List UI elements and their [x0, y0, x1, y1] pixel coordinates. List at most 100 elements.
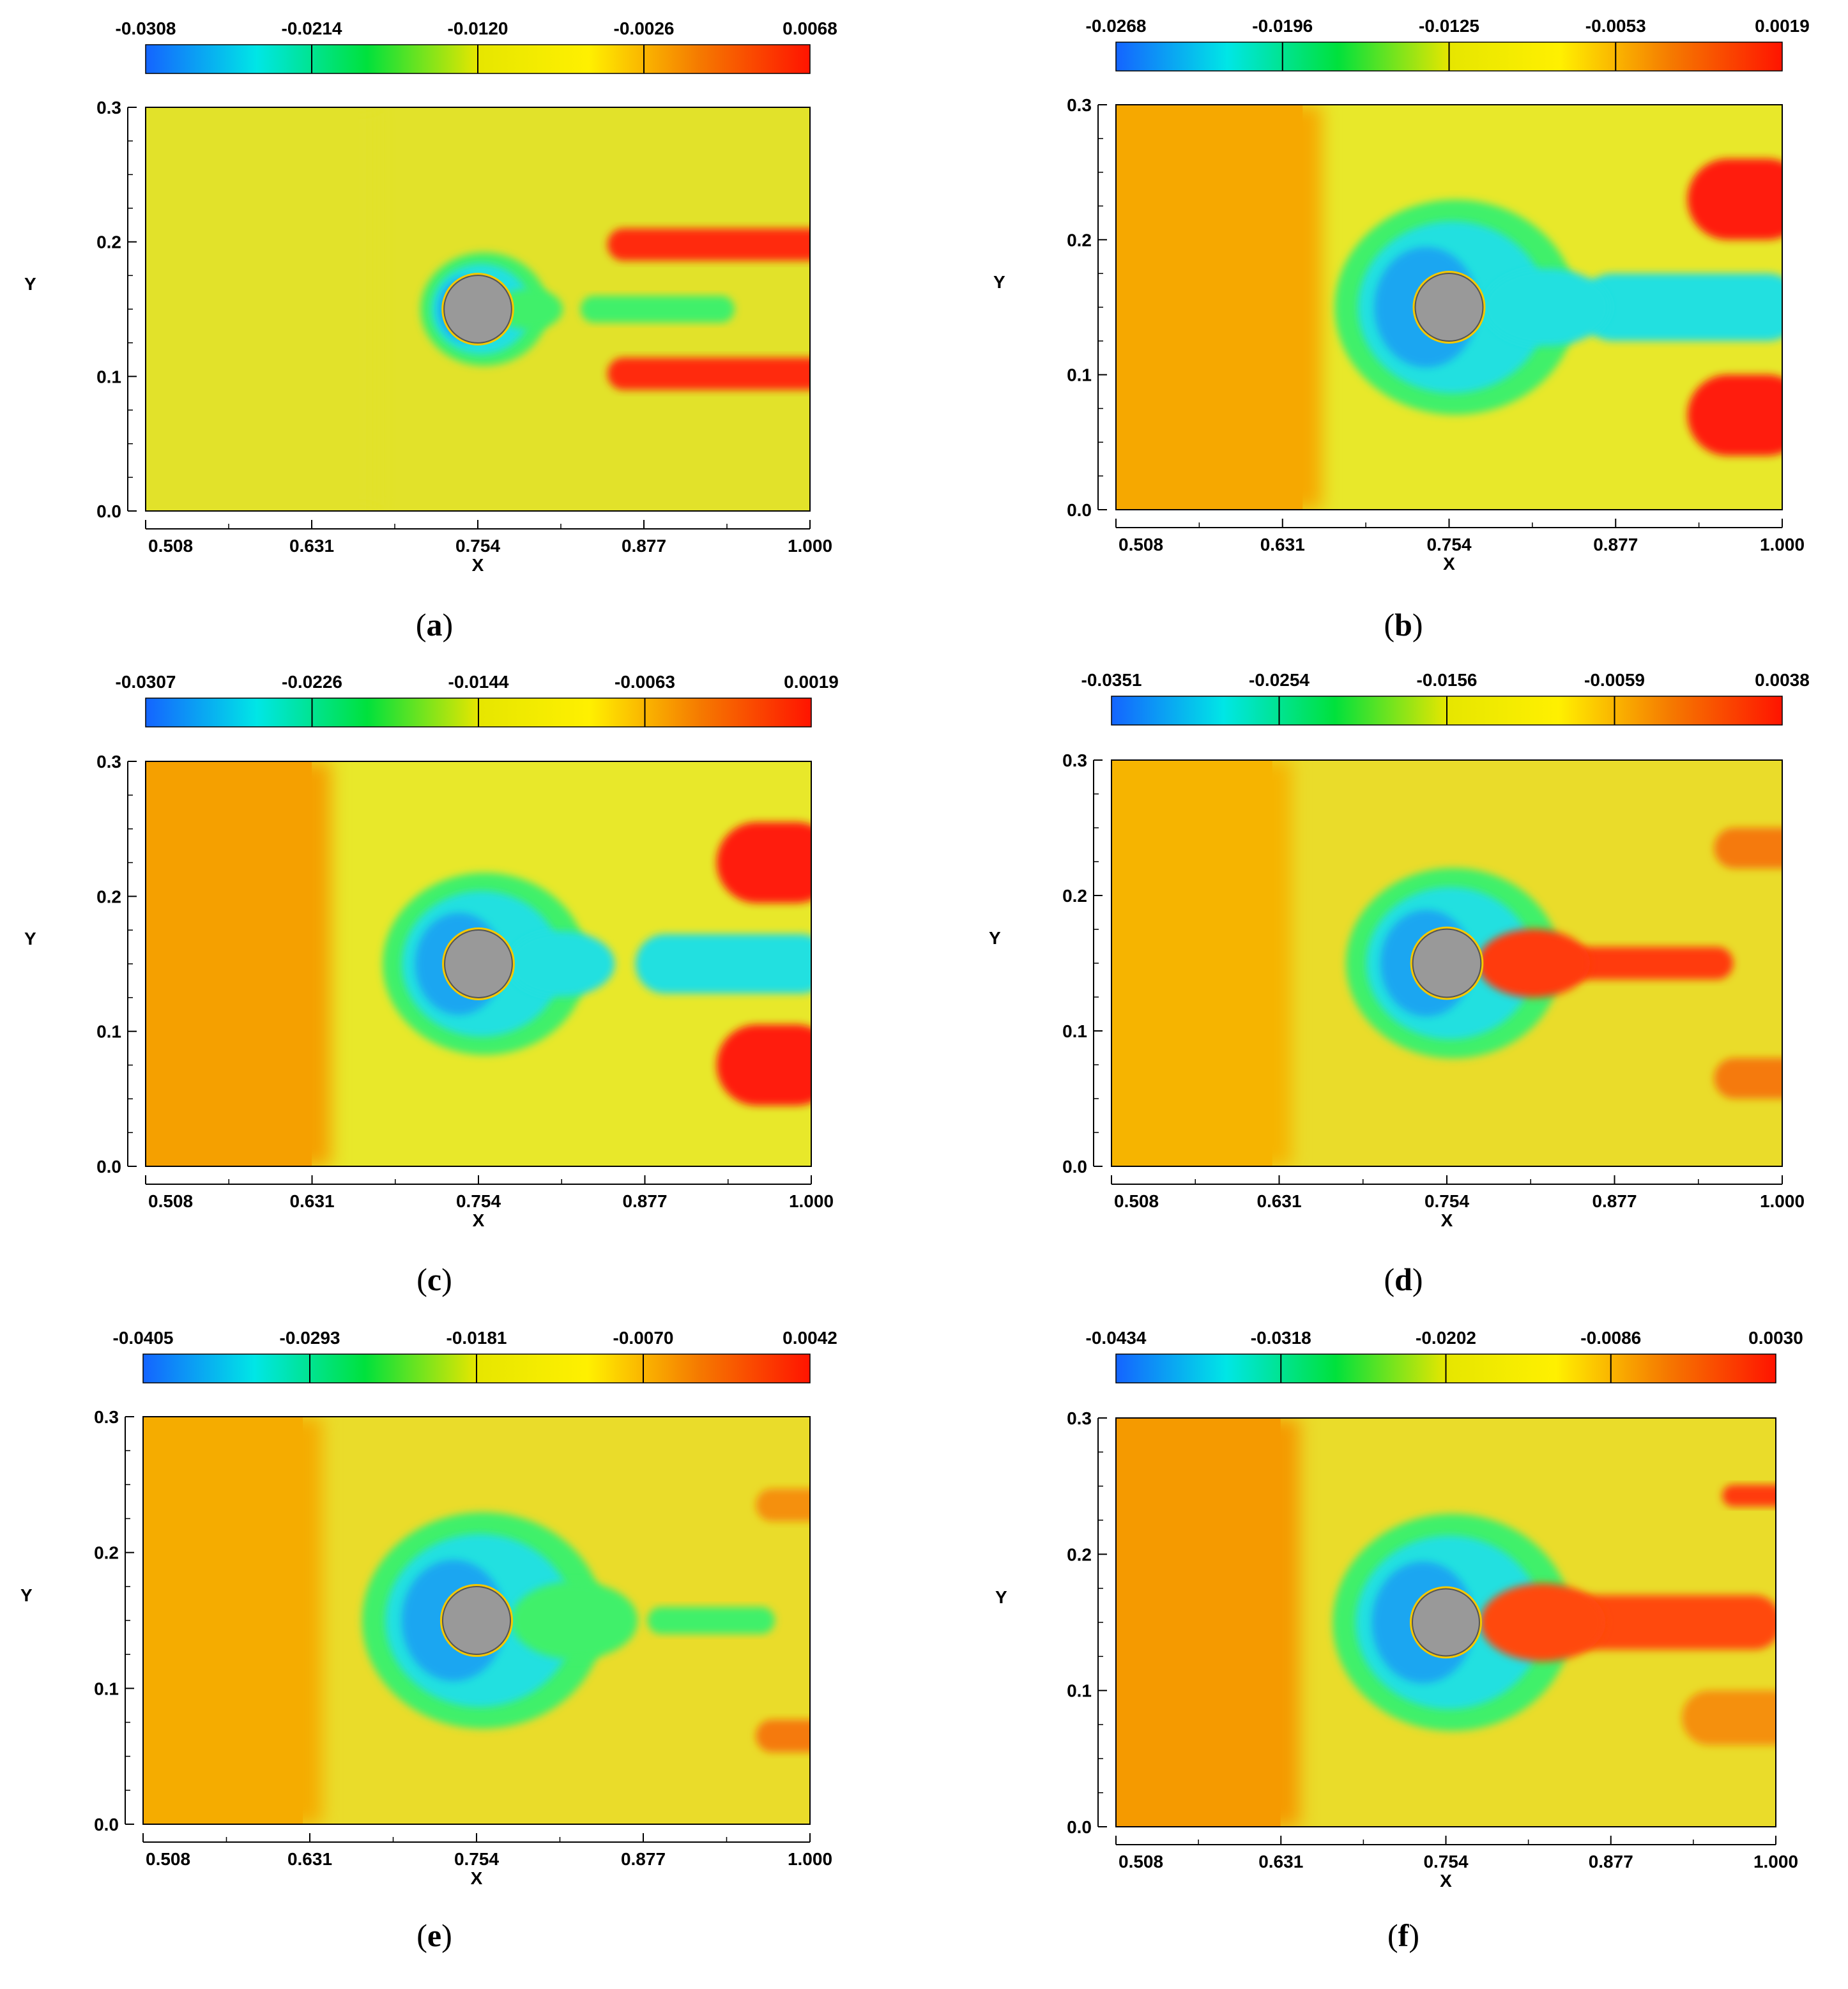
y-tick-label: 0.3	[96, 98, 121, 118]
x-tick-label: 1.000	[789, 1191, 834, 1211]
colorbar-tick-label: -0.0226	[282, 672, 342, 692]
y-tick-label: 0.1	[94, 1679, 119, 1698]
wake-jet-1	[1687, 158, 1782, 240]
crescent-gap	[507, 931, 615, 997]
y-tick-label: 0.1	[1067, 1681, 1092, 1701]
x-tick-label: 0.631	[1256, 1191, 1301, 1211]
crescent-gap	[496, 289, 563, 330]
y-axis-label: Y	[24, 929, 36, 949]
x-tick-label: 1.000	[788, 536, 832, 556]
panel-caption: (a)	[416, 607, 453, 643]
y-axis-label: Y	[24, 274, 36, 294]
panel-b: 0.0 0.1 0.2 0.3 Y 0.508 0.631 0.754 0.877 1.000 X -…	[993, 16, 1810, 643]
x-tick-label: 0.631	[1258, 1852, 1303, 1871]
x-tick-label: 0.508	[1119, 1852, 1163, 1871]
colorbar-tick-label: -0.0144	[448, 672, 509, 692]
wake-core	[580, 295, 735, 323]
x-tick-label: 0.631	[287, 1849, 332, 1869]
field-upstream-core	[1111, 760, 1272, 1166]
x-axis-label: X	[473, 1210, 485, 1230]
field-upstream-core	[1116, 105, 1303, 510]
y-tick-label: 0.0	[1062, 1157, 1087, 1177]
crescent-gap	[511, 1581, 638, 1660]
x-tick-label: 0.754	[1423, 1852, 1468, 1871]
colorbar-tick-label: -0.0268	[1086, 16, 1147, 36]
panel-caption: (e)	[416, 1917, 452, 1953]
colorbar-tick-label: -0.0120	[448, 19, 508, 38]
x-axis-label: X	[1441, 1210, 1453, 1230]
colorbar-tick-label: -0.0086	[1580, 1328, 1641, 1348]
colorbar-tick-label: -0.0405	[113, 1328, 174, 1348]
y-tick-label: 0.1	[96, 367, 121, 386]
y-tick-label: 0.1	[1062, 1021, 1087, 1041]
plot-frame	[1115, 104, 1783, 510]
plot-frame	[1111, 759, 1783, 1167]
contour-field	[143, 1417, 810, 1824]
y-tick-label: 0.1	[1067, 365, 1092, 385]
x-tick-label: 0.508	[148, 1191, 193, 1211]
wake-core	[1579, 273, 1782, 341]
wake-jet-2	[607, 357, 810, 390]
colorbar-tick-label: -0.0026	[614, 19, 675, 38]
y-axis-label: Y	[995, 1587, 1007, 1607]
wake-core	[647, 1606, 775, 1635]
y-tick-label: 0.2	[96, 887, 121, 906]
cylinder	[1412, 928, 1482, 998]
y-tick-label: 0.0	[96, 1157, 121, 1177]
y-tick-label: 0.3	[1062, 751, 1087, 770]
wake-jet-2	[716, 1025, 811, 1106]
panel-f: 0.0 0.1 0.2 0.3 Y 0.508 0.631 0.754 0.877 1.000 X -…	[995, 1328, 1803, 1953]
colorbar-tick-label: -0.0196	[1252, 16, 1313, 36]
crescent-gap	[1478, 929, 1591, 998]
crescent-gap	[1483, 268, 1610, 346]
y-axis-label: Y	[20, 1585, 33, 1605]
wake-jet-1	[607, 228, 810, 261]
x-tick-label: 1.000	[1760, 535, 1805, 554]
plot-frame	[142, 1416, 811, 1825]
y-tick-label: 0.1	[96, 1022, 121, 1042]
wake-jet-1	[1722, 1484, 1776, 1507]
x-axis-label: X	[472, 555, 484, 575]
field-upstream-core	[146, 107, 359, 511]
colorbar-tick-label: -0.0254	[1249, 670, 1310, 690]
colorbar-tick-label: -0.0053	[1585, 16, 1646, 36]
colorbar-tick-label: -0.0434	[1086, 1328, 1147, 1348]
colorbar-tick-label: -0.0156	[1417, 670, 1478, 690]
x-tick-label: 0.877	[622, 1191, 667, 1211]
x-tick-label: 0.508	[148, 536, 193, 556]
colorbar-tick-label: -0.0202	[1416, 1328, 1476, 1348]
x-tick-label: 0.754	[1424, 1191, 1469, 1211]
plot-frame	[145, 107, 811, 512]
colorbar-tick-label: -0.0214	[282, 19, 342, 38]
plot-frame	[145, 761, 812, 1167]
wake-jet-2	[1714, 1058, 1782, 1099]
panel-d: 0.0 0.1 0.2 0.3 Y 0.508 0.631 0.754 0.877 1.000 X -…	[989, 670, 1810, 1297]
colorbar-tick-label: -0.0308	[116, 19, 176, 38]
wake-jet-2	[1687, 374, 1782, 456]
y-axis-label: Y	[993, 272, 1005, 292]
cylinder	[1414, 273, 1484, 342]
y-tick-label: 0.0	[96, 501, 121, 521]
panel-caption: (b)	[1384, 607, 1423, 643]
colorbar-tick-label: -0.0318	[1251, 1328, 1311, 1348]
panel-caption: (d)	[1384, 1261, 1423, 1297]
colorbar-tick-label: -0.0307	[116, 672, 176, 692]
x-tick-label: 0.877	[1593, 535, 1638, 554]
contour-field	[146, 107, 810, 511]
x-tick-label: 0.754	[456, 1191, 501, 1211]
wake-core	[635, 934, 811, 994]
y-tick-label: 0.3	[1067, 95, 1092, 115]
contour-field	[1111, 760, 1782, 1166]
cylinder	[443, 275, 512, 344]
panel-a: 0.0 0.1 0.2 0.3 Y 0.508 0.631 0.754 0.877 1.000 X -…	[24, 19, 837, 643]
x-tick-label: 1.000	[788, 1849, 832, 1869]
wake-jet-1	[716, 822, 811, 903]
y-tick-label: 0.2	[1067, 1544, 1092, 1564]
y-tick-label: 0.2	[96, 232, 121, 252]
x-tick-label: 0.508	[1119, 535, 1163, 554]
x-tick-label: 0.631	[1260, 535, 1305, 554]
wake-jet-2	[756, 1719, 810, 1753]
contour-field	[1116, 105, 1782, 510]
y-tick-label: 0.2	[1067, 230, 1092, 250]
x-tick-label: 0.754	[455, 536, 500, 556]
